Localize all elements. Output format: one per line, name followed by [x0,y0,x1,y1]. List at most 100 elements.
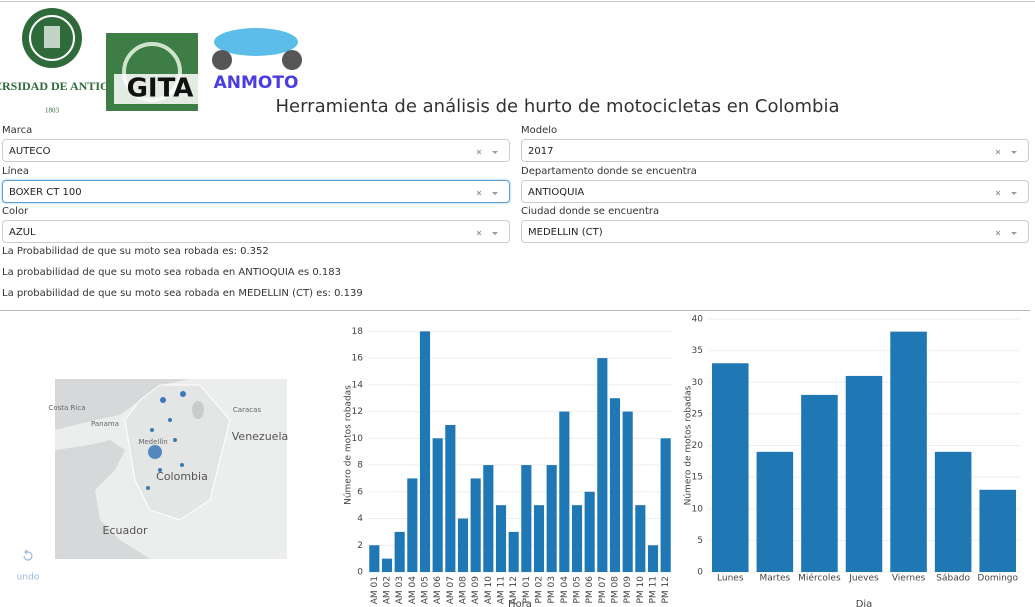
bar [890,331,927,572]
undo-icon[interactable] [23,549,33,561]
y-tick-label: 5 [697,536,703,546]
x-tick-label: PM 02 [535,576,545,604]
x-tick-label: PM 10 [636,576,646,604]
filter-label: Línea [2,166,29,177]
y-tick-label: 18 [352,327,364,337]
y-tick-label: 4 [357,514,363,524]
clear-icon[interactable] [477,230,482,236]
filter-value: ANTIOQUIA [528,187,585,198]
arrow-icon[interactable] [1011,232,1017,235]
x-tick-label: Viernes [892,574,926,584]
x-tick-label: PM 04 [560,576,570,604]
clear-icon[interactable] [996,149,1001,155]
map-label: Ecuador [103,524,148,537]
y-tick-label: 2 [357,541,363,551]
filter-dropdown[interactable]: AZUL [2,220,510,243]
filter-dropdown[interactable]: 2017 [521,139,1029,162]
dropdown-icons[interactable] [996,189,1022,197]
udea-emblem-shield [44,26,60,48]
y-tick-label: 16 [352,354,364,364]
bar [845,375,883,572]
bar [419,331,431,572]
y-tick-label: 40 [692,315,704,325]
y-tick-label: 10 [352,434,364,444]
x-tick-label: Jueves [848,574,879,584]
filter-label: Color [2,206,29,217]
bar [521,465,532,572]
dropdown-icons[interactable] [996,148,1022,156]
filter-dropdown[interactable]: MEDELLIN (CT) [521,220,1029,243]
y-axis-title: Número de motos robadas [684,385,694,505]
map-marker [173,438,177,442]
x-tick-label: AM 11 [497,576,507,604]
filter-dropdown[interactable]: BOXER CT 100 [2,180,510,203]
page-title: Herramienta de análisis de hurto de moto… [275,96,840,117]
dropdown-icons[interactable] [996,229,1022,237]
y-tick-label: 35 [692,346,703,356]
map-marker [148,445,162,459]
y-tick-label: 30 [692,378,704,388]
clear-icon[interactable] [477,190,482,196]
x-tick-label: AM 04 [408,576,418,605]
bar [432,438,443,572]
x-tick-label: Domingo [977,574,1018,584]
x-tick-label: PM 07 [598,576,608,604]
arrow-icon[interactable] [1011,151,1017,154]
map: Venezuela Colombia Ecuador Panama Caraca… [48,379,288,559]
result-text: La probabilidad de que su moto sea robad… [2,288,363,299]
x-tick-label: PM 08 [611,576,621,604]
clear-icon[interactable] [477,149,482,155]
bar [647,545,659,572]
clear-icon[interactable] [996,190,1001,196]
y-tick-label: 0 [697,568,703,578]
filter-dropdown[interactable]: ANTIOQUIA [521,180,1029,203]
y-tick-label: 20 [692,441,704,451]
filter-value: MEDELLIN (CT) [528,227,603,238]
map-marker [168,418,172,422]
x-tick-label: PM 12 [661,576,671,604]
clear-icon[interactable] [996,230,1001,236]
x-tick-label: AM 12 [509,576,519,604]
logos: UNIVERSIDAD DE ANTIOQUIA 1803 GITA ANMOT… [0,8,302,115]
x-tick-label: AM 06 [433,576,443,605]
scooter-wheel [282,50,302,70]
map-colombia [124,384,231,521]
bar-chart: 0 2 4 6 8 10 12 14 16 18 AM 01 AM 02 AM 03 AM 04 AM 05… [344,327,672,607]
dropdown-icons[interactable] [477,148,503,156]
bar [635,505,646,572]
dropdown-icons[interactable] [477,229,503,237]
filter-label: Marca [2,125,33,136]
x-tick-label: Miércoles [798,573,841,584]
bar [533,505,545,572]
bar [597,358,608,572]
bar [546,465,557,572]
x-tick-label: Lunes [717,574,744,584]
y-tick-label: 15 [692,473,703,483]
top-border [0,1,1035,2]
undo-button[interactable]: undo [17,549,40,583]
y-tick-label: 6 [357,487,363,497]
arrow-icon[interactable] [492,151,498,154]
undo-label[interactable]: undo [17,573,40,583]
filter-value: AUTECO [9,146,51,157]
map-label: Costa Rica [48,404,85,412]
x-tick-label: AM 01 [370,576,380,604]
bar [979,489,1016,572]
arrow-icon[interactable] [492,192,498,195]
udea-year: 1803 [45,107,60,115]
y-axis-title: Número de motos robadas [344,385,354,505]
filter-label: Modelo [521,125,558,136]
bar [470,478,481,572]
map-marker [180,463,184,467]
filter-dropdown[interactable]: AUTECO [2,139,510,162]
x-tick-label: PM 09 [623,576,633,604]
x-tick-label: PM 01 [522,576,532,604]
arrow-icon[interactable] [1011,192,1017,195]
y-tick-label: 12 [352,407,363,417]
arrow-icon[interactable] [492,232,498,235]
dropdown-icons[interactable] [477,189,503,197]
x-tick-label: AM 02 [383,576,393,604]
map-label: Colombia [156,470,208,483]
